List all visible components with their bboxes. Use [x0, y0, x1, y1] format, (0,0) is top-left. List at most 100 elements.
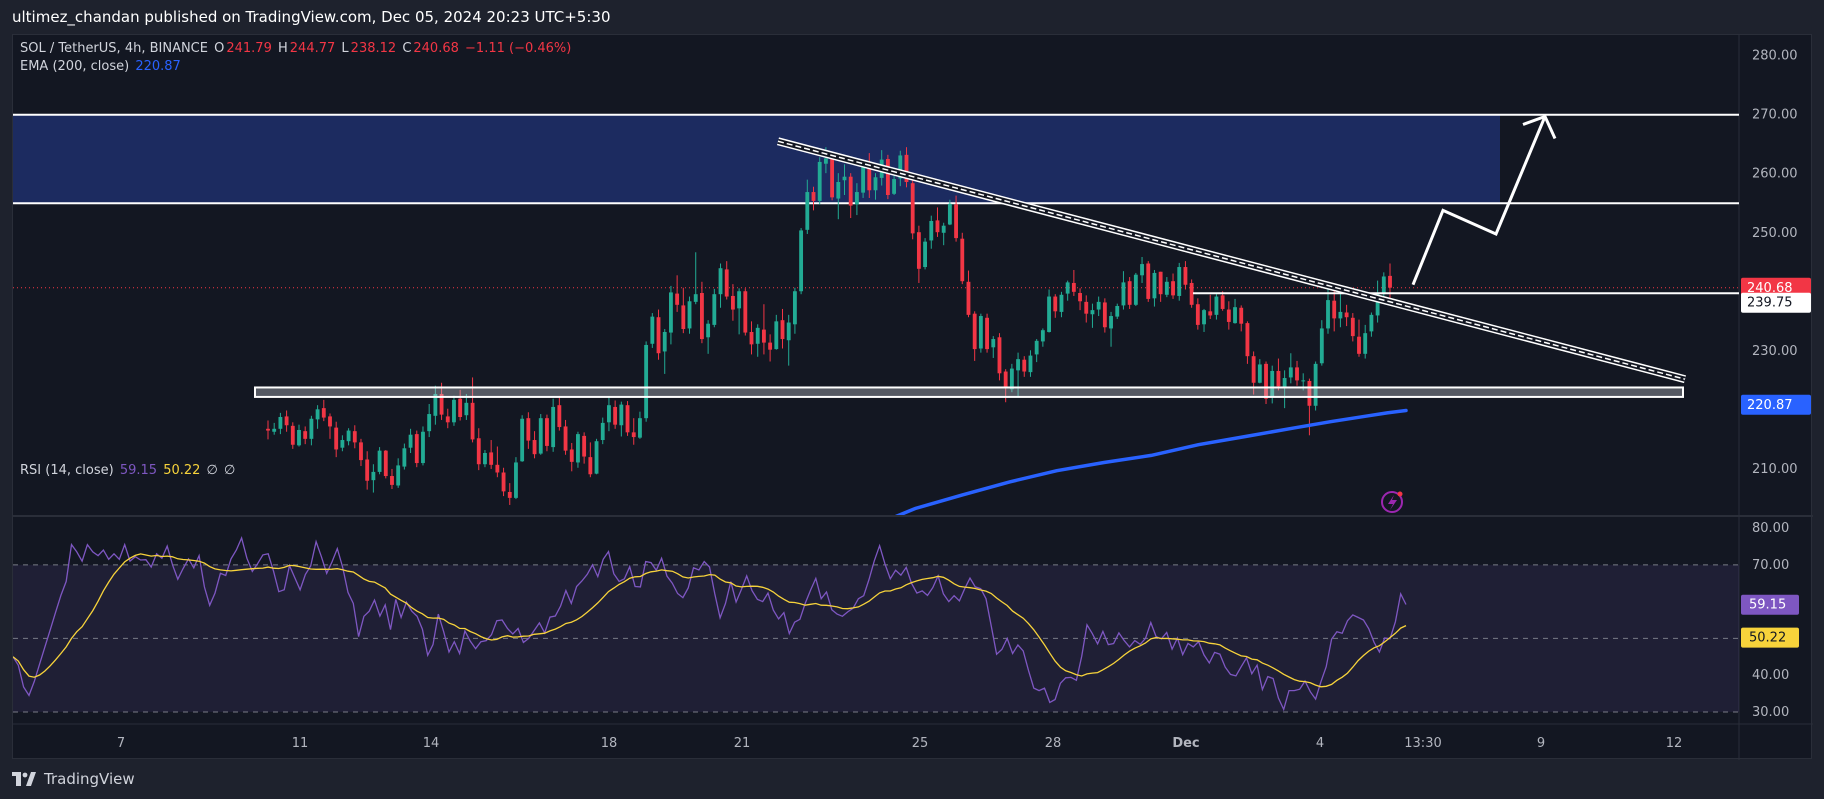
time-tick-label: 7	[117, 736, 125, 751]
candle-body	[1065, 282, 1070, 294]
candle-body	[761, 329, 766, 343]
candle-body	[1183, 267, 1188, 285]
candle-body	[607, 405, 611, 423]
candle-body	[334, 427, 339, 450]
candle-body	[1369, 314, 1374, 332]
publisher-text: ultimez_chandan published on TradingView…	[12, 8, 611, 26]
ema-label[interactable]: EMA (200, close)	[20, 59, 130, 74]
level-price-tag-bg	[1741, 292, 1811, 313]
candle-body	[1096, 301, 1101, 310]
time-tick-label: 18	[601, 736, 618, 751]
candle-body	[1133, 274, 1138, 305]
candle-body	[991, 339, 996, 348]
price-tick-label: 230.00	[1752, 344, 1798, 359]
candle-body	[266, 428, 270, 431]
candle-body	[743, 291, 748, 333]
candle-body	[662, 331, 667, 352]
rsi-label[interactable]: RSI (14, close)	[20, 463, 114, 478]
candle-body	[873, 177, 878, 191]
rsi-ma-value: 50.22	[163, 463, 201, 478]
candle-body	[1164, 281, 1169, 295]
candle-body	[1071, 282, 1076, 292]
rsi-tick-label: 40.00	[1752, 668, 1789, 683]
time-tick-label: Dec	[1172, 736, 1199, 751]
legend-close-label: C	[402, 41, 412, 56]
candle-body	[1171, 281, 1175, 296]
candle-body	[1146, 263, 1151, 299]
candle-body	[483, 453, 487, 465]
candle-body	[1307, 380, 1312, 406]
legend-low-label: L	[341, 41, 349, 56]
candle-body	[724, 269, 729, 297]
rsi-pane	[13, 536, 1739, 713]
candle-body	[935, 220, 940, 233]
projection-arrowhead	[1522, 114, 1557, 140]
candle-body	[371, 471, 376, 481]
price-tick-label: 280.00	[1752, 49, 1798, 64]
candle-body	[352, 431, 357, 443]
candle-body	[1022, 359, 1027, 372]
ema-price-tag-bg	[1741, 394, 1811, 415]
time-tick-label: 25	[912, 736, 929, 751]
candle-body	[929, 220, 934, 241]
candle-body	[1208, 311, 1213, 316]
candle-body	[1226, 309, 1231, 322]
ema-price-tag: 220.87	[1741, 394, 1811, 415]
candle-body	[1264, 363, 1268, 399]
rsi-value: 59.15	[119, 463, 158, 478]
candle-body	[885, 158, 890, 195]
candle-body	[1282, 378, 1287, 387]
candle-body	[693, 294, 698, 302]
candle-body	[836, 182, 841, 199]
footer-brand[interactable]: TradingView	[44, 770, 135, 788]
rsi-value-tag: 59.15	[1741, 594, 1799, 615]
candle-body	[359, 442, 363, 461]
candle-body	[737, 291, 742, 309]
last-price-tag-text: 240.68	[1747, 281, 1793, 296]
candle-body	[718, 268, 723, 295]
candle-body	[303, 431, 308, 439]
candle-body	[985, 317, 989, 350]
candle-body	[1239, 307, 1244, 324]
candle-body	[1140, 264, 1144, 276]
rsi-ma-line	[13, 553, 1407, 688]
price-tick-label: 260.00	[1752, 167, 1798, 182]
candle-body	[582, 435, 587, 457]
candle-body	[396, 465, 401, 486]
candle-body	[792, 291, 797, 325]
candle-body	[402, 448, 407, 467]
legend-close-value: 240.68	[413, 41, 459, 56]
candle-body	[613, 406, 618, 425]
candle-body	[383, 450, 388, 477]
candle-body	[650, 316, 655, 344]
candle-body	[687, 301, 692, 329]
candle-body	[1257, 364, 1262, 383]
candle-body	[532, 440, 537, 455]
candle-body	[823, 158, 828, 164]
candle-body	[272, 428, 277, 432]
candle-body	[414, 434, 419, 464]
candle-body	[1319, 328, 1324, 364]
candle-body	[656, 317, 661, 354]
rsi-ma-tag-bg	[1741, 627, 1799, 648]
candle-body	[1276, 370, 1281, 387]
candle-body	[700, 293, 704, 340]
trendline-inner	[777, 140, 1686, 380]
candle-body	[421, 431, 425, 464]
candle-body	[755, 327, 760, 344]
legend-symbol[interactable]: SOL / TetherUS, 4h, BINANCE	[20, 41, 208, 56]
chart-frame[interactable]: 280.00270.00260.00250.00240.00230.00220.…	[12, 34, 1813, 760]
candle-body	[904, 154, 909, 183]
support-zone	[254, 386, 1684, 398]
candle-body	[439, 393, 444, 415]
candle-body	[563, 426, 568, 451]
candle-body	[1016, 359, 1020, 371]
candle-body	[1233, 307, 1237, 324]
price-tick-label: 270.00	[1752, 108, 1798, 123]
candle-body	[972, 313, 977, 350]
candle-body	[1350, 317, 1355, 337]
chart-canvas[interactable]: 280.00270.00260.00250.00240.00230.00220.…	[13, 35, 1813, 760]
ema-value: 220.87	[135, 59, 181, 74]
candle-body	[297, 429, 301, 446]
projection-path	[1411, 115, 1547, 286]
